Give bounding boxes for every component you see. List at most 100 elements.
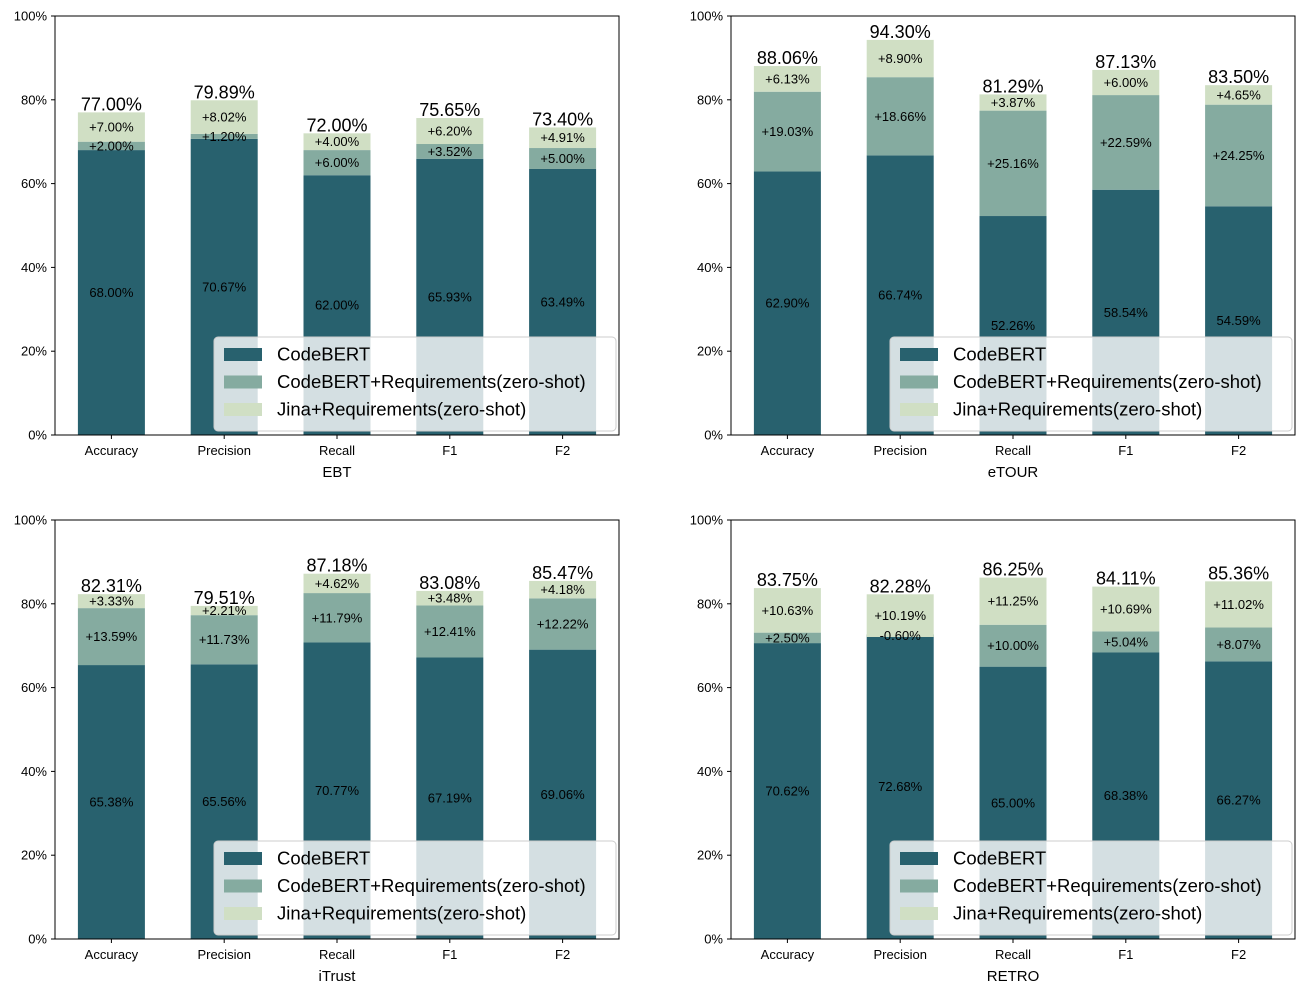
bar-jina-req-recall xyxy=(979,577,1047,625)
x-tick-label: F1 xyxy=(442,947,457,962)
total-label: 73.40% xyxy=(532,109,593,129)
legend-label: CodeBERT+Requirements(zero-shot) xyxy=(277,371,586,392)
legend-swatch xyxy=(900,907,938,920)
segment-label: +1.20% xyxy=(202,129,247,144)
segment-label: +4.00% xyxy=(315,134,360,149)
total-label: 88.06% xyxy=(757,48,818,68)
x-tick-label: F1 xyxy=(1118,443,1133,458)
segment-label: +10.00% xyxy=(987,638,1039,653)
bar-jina-req-f1 xyxy=(416,590,484,606)
x-tick-label: F1 xyxy=(1118,947,1133,962)
total-label: 81.29% xyxy=(982,76,1043,96)
total-label: 72.00% xyxy=(306,115,367,135)
segment-label: 67.19% xyxy=(428,791,473,806)
legend-label: CodeBERT+Requirements(zero-shot) xyxy=(953,875,1262,896)
segment-label: +11.79% xyxy=(312,610,363,625)
legend-swatch xyxy=(224,907,262,920)
bar-codebert-req-f1 xyxy=(416,144,484,159)
segment-label: +6.00% xyxy=(315,155,360,170)
segment-label: +3.87% xyxy=(991,95,1036,110)
y-tick-label: 40% xyxy=(697,260,723,275)
legend-label: CodeBERT xyxy=(953,344,1046,365)
legend-label: Jina+Requirements(zero-shot) xyxy=(277,903,526,924)
segment-label: +22.59% xyxy=(1100,135,1152,150)
x-tick-label: Recall xyxy=(995,947,1031,962)
x-axis-label: iTrust xyxy=(319,968,357,985)
segment-label: 66.27% xyxy=(1217,793,1262,808)
bar-jina-req-precision xyxy=(866,39,934,78)
total-label: 83.75% xyxy=(757,570,818,590)
chart-panel-ebt: 68.00% +2.00% +7.00% 77.00% 70.67% +1.20% +8.0… xyxy=(14,9,620,481)
bar-codebert-req-accuracy xyxy=(77,141,145,151)
total-label: 82.28% xyxy=(870,576,931,596)
legend-swatch xyxy=(224,375,262,389)
bar-codebert-req-f1 xyxy=(416,605,484,658)
segment-label: +4.62% xyxy=(315,576,360,591)
total-label: 82.31% xyxy=(81,576,142,596)
bar-jina-req-f1 xyxy=(1092,69,1160,96)
y-tick-label: 20% xyxy=(21,848,47,863)
total-label: 79.89% xyxy=(194,82,255,102)
x-tick-label: Accuracy xyxy=(85,947,139,962)
legend-swatch xyxy=(900,348,938,361)
bar-codebert-accuracy xyxy=(77,665,145,939)
segment-label: -0.60% xyxy=(880,628,922,643)
legend-swatch xyxy=(900,403,938,416)
total-label: 87.13% xyxy=(1095,52,1156,72)
y-tick-label: 80% xyxy=(697,596,723,611)
bar-jina-req-f2 xyxy=(1205,581,1273,628)
bar-codebert-req-accuracy xyxy=(753,91,821,172)
bar-codebert-req-recall xyxy=(979,110,1047,217)
x-tick-label: Accuracy xyxy=(761,443,815,458)
bar-jina-req-accuracy xyxy=(753,588,821,633)
legend-label: Jina+Requirements(zero-shot) xyxy=(953,399,1202,420)
legend-box xyxy=(889,840,1293,936)
chart-panel-retro: 70.62% +2.50% +10.63% 83.75% 72.68% -0.60% +10… xyxy=(690,513,1296,985)
segment-label: +4.65% xyxy=(1216,87,1261,102)
bar-jina-req-f2 xyxy=(529,580,597,599)
segment-label: +6.13% xyxy=(765,71,810,86)
segment-label: +6.00% xyxy=(1104,75,1149,90)
x-tick-label: Recall xyxy=(319,443,355,458)
y-tick-label: 40% xyxy=(697,764,723,779)
y-tick-label: 100% xyxy=(14,513,48,528)
segment-label: 72.68% xyxy=(878,779,923,794)
bar-codebert-req-recall xyxy=(303,150,371,176)
segment-label: +25.16% xyxy=(987,156,1039,171)
legend-label: CodeBERT+Requirements(zero-shot) xyxy=(277,875,586,896)
total-label: 83.50% xyxy=(1208,67,1269,87)
bar-codebert-accuracy xyxy=(77,150,145,435)
legend-label: CodeBERT xyxy=(277,344,370,365)
y-tick-label: 100% xyxy=(690,513,724,528)
bar-codebert-req-f2 xyxy=(1205,627,1273,662)
bar-jina-req-accuracy xyxy=(77,594,145,609)
bar-jina-req-f1 xyxy=(416,118,484,145)
segment-label: 52.26% xyxy=(991,318,1036,333)
x-tick-label: Precision xyxy=(873,947,926,962)
legend-label: Jina+Requirements(zero-shot) xyxy=(953,903,1202,924)
y-tick-label: 40% xyxy=(21,260,47,275)
total-label: 77.00% xyxy=(81,94,142,114)
segment-label: +3.33% xyxy=(89,594,134,609)
x-tick-label: Recall xyxy=(319,947,355,962)
y-tick-label: 60% xyxy=(697,680,723,695)
segment-label: +11.73% xyxy=(199,632,250,647)
y-tick-label: 0% xyxy=(704,932,723,947)
x-axis-label: eTOUR xyxy=(988,464,1039,481)
legend-swatch xyxy=(900,375,938,389)
segment-label: 65.38% xyxy=(89,795,134,810)
segment-label: +24.25% xyxy=(1213,148,1265,163)
total-label: 79.51% xyxy=(194,588,255,608)
x-tick-label: Precision xyxy=(873,443,926,458)
x-tick-label: F2 xyxy=(555,947,570,962)
x-tick-label: Accuracy xyxy=(761,947,815,962)
segment-label: +12.41% xyxy=(424,624,476,639)
bar-jina-req-accuracy xyxy=(77,112,145,142)
bar-jina-req-f2 xyxy=(1205,85,1273,105)
legend-box xyxy=(889,336,1293,432)
total-label: 85.47% xyxy=(532,563,593,583)
bar-jina-req-precision xyxy=(190,100,258,134)
segment-label: +19.03% xyxy=(762,124,814,139)
bar-codebert-req-f1 xyxy=(1092,95,1160,190)
